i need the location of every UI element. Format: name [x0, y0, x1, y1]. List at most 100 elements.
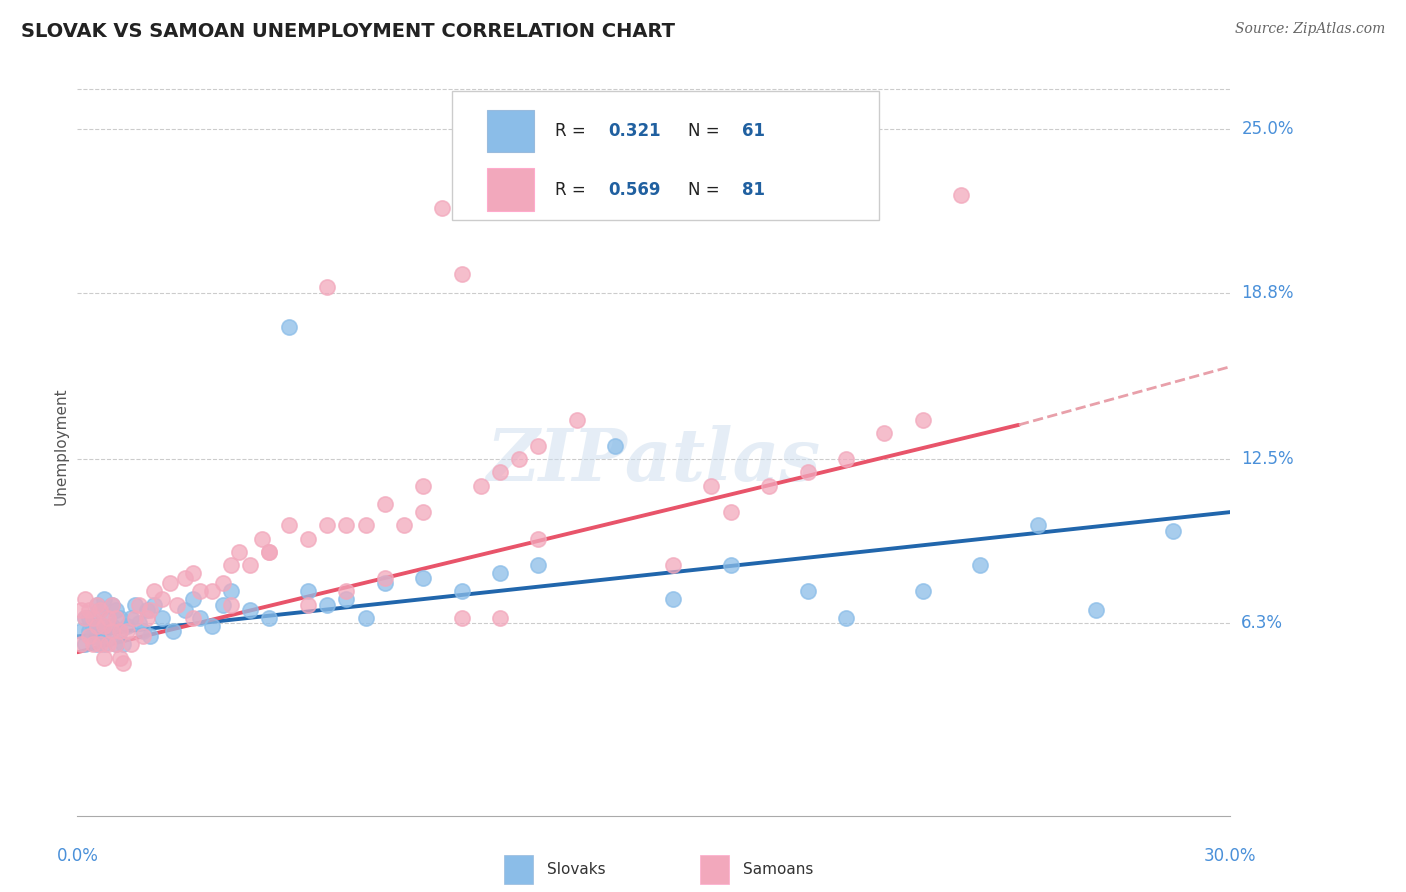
Point [219, 558, 242, 572]
Text: 25.0%: 25.0% [1241, 120, 1294, 137]
Point [911, 584, 934, 599]
Point [150, 611, 173, 625]
Point [239, 558, 262, 572]
Point [412, 505, 434, 519]
Text: 0.0%: 0.0% [56, 847, 98, 864]
Point [643, 175, 665, 189]
Point [70, 603, 93, 617]
Point [911, 412, 934, 426]
Point [662, 558, 685, 572]
Point [432, 201, 454, 215]
Text: 18.8%: 18.8% [1241, 284, 1294, 301]
Point [108, 611, 131, 625]
Point [101, 598, 124, 612]
Point [219, 584, 242, 599]
Point [77, 629, 100, 643]
Point [86, 598, 108, 612]
Point [162, 624, 184, 639]
Point [89, 637, 111, 651]
Point [181, 592, 204, 607]
Point [662, 592, 685, 607]
Point [82, 619, 104, 633]
Point [201, 619, 224, 633]
Point [128, 598, 150, 612]
Point [86, 598, 108, 612]
Point [104, 603, 127, 617]
Point [508, 452, 530, 467]
Point [117, 619, 139, 633]
Y-axis label: Unemployment: Unemployment [53, 387, 69, 505]
Point [1161, 524, 1184, 538]
Point [392, 518, 415, 533]
Point [143, 598, 166, 612]
Point [93, 650, 115, 665]
Point [97, 629, 120, 643]
Point [720, 558, 742, 572]
Bar [503, 855, 533, 884]
Point [188, 584, 211, 599]
Point [93, 637, 115, 651]
Point [104, 637, 127, 651]
Point [93, 619, 115, 633]
Point [108, 624, 131, 639]
Text: Slovaks: Slovaks [547, 862, 605, 877]
Point [297, 532, 319, 546]
Point [124, 598, 146, 612]
Point [835, 452, 858, 467]
Point [700, 478, 723, 492]
Point [412, 478, 434, 492]
Point [131, 629, 153, 643]
Point [101, 598, 124, 612]
Point [181, 566, 204, 580]
Point [527, 558, 550, 572]
Bar [700, 855, 728, 884]
Point [374, 571, 396, 585]
Point [159, 576, 181, 591]
Point [489, 611, 512, 625]
Text: N =: N = [688, 122, 724, 140]
Point [77, 603, 100, 617]
Point [489, 566, 512, 580]
Point [450, 611, 472, 625]
Point [489, 466, 512, 480]
Point [239, 603, 262, 617]
Point [124, 611, 146, 625]
Point [86, 637, 108, 651]
Point [219, 598, 242, 612]
Point [374, 497, 396, 511]
Point [73, 611, 96, 625]
Point [93, 624, 115, 639]
Point [1026, 518, 1049, 533]
Point [135, 603, 157, 617]
FancyBboxPatch shape [453, 91, 879, 220]
Point [250, 532, 273, 546]
Text: 0.569: 0.569 [609, 180, 661, 199]
Point [758, 478, 780, 492]
Point [796, 584, 818, 599]
Point [135, 611, 157, 625]
Point [297, 584, 319, 599]
Point [82, 629, 104, 643]
Point [120, 611, 142, 625]
Point [89, 603, 111, 617]
Point [565, 412, 588, 426]
Point [139, 603, 162, 617]
Point [120, 637, 142, 651]
Point [89, 603, 111, 617]
Point [108, 624, 131, 639]
Point [82, 637, 104, 651]
Text: R =: R = [555, 180, 591, 199]
Point [450, 584, 472, 599]
Point [605, 439, 627, 453]
Point [82, 611, 104, 625]
Point [1084, 603, 1107, 617]
Point [108, 650, 131, 665]
Point [97, 637, 120, 651]
Point [335, 584, 357, 599]
Point [335, 518, 357, 533]
Point [131, 624, 153, 639]
Text: R =: R = [555, 122, 591, 140]
Point [188, 611, 211, 625]
Point [450, 267, 472, 281]
Bar [486, 169, 534, 211]
